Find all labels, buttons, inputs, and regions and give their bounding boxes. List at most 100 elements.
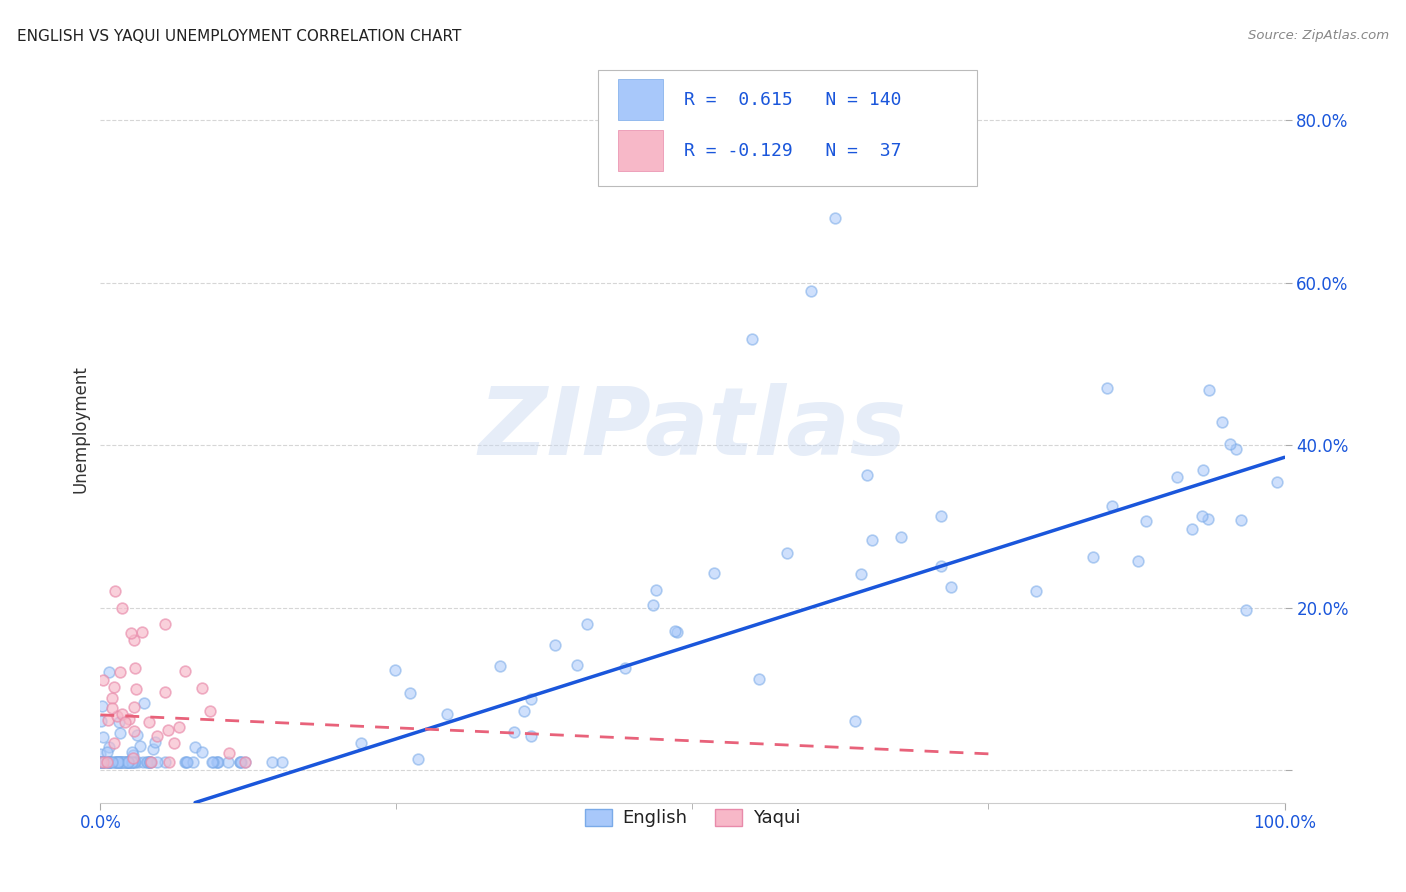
Point <box>207 755 229 769</box>
Point <box>138 715 160 730</box>
Point <box>100 755 122 769</box>
Point <box>108 714 131 729</box>
Point <box>942 113 965 128</box>
Point <box>174 755 197 769</box>
Point <box>90 755 112 769</box>
Point <box>191 681 214 695</box>
Point <box>104 755 127 769</box>
Point <box>436 707 458 722</box>
Point <box>127 728 149 742</box>
Point <box>406 752 429 766</box>
Point <box>399 686 422 700</box>
Point <box>121 745 143 759</box>
Point <box>748 672 770 686</box>
Point <box>97 755 120 769</box>
Point <box>96 755 118 769</box>
Point <box>122 633 145 648</box>
Point <box>107 755 129 769</box>
Point <box>565 658 588 673</box>
Point <box>111 707 134 722</box>
Point <box>503 724 526 739</box>
Point <box>111 600 134 615</box>
Point <box>146 755 169 769</box>
Point <box>1126 554 1149 568</box>
Point <box>157 755 180 769</box>
Point <box>101 755 124 769</box>
Point <box>146 729 169 743</box>
Point <box>89 755 111 769</box>
Point <box>105 709 128 723</box>
Point <box>132 696 155 710</box>
Point <box>776 546 799 560</box>
Point <box>513 704 536 718</box>
Point <box>703 566 725 581</box>
Point <box>97 755 120 769</box>
Point <box>118 712 141 726</box>
Point <box>1192 463 1215 477</box>
Point <box>122 700 145 714</box>
Point <box>860 533 883 548</box>
Point <box>844 714 866 729</box>
Point <box>108 755 131 769</box>
Point <box>139 755 162 769</box>
Point <box>153 755 176 769</box>
Point <box>163 736 186 750</box>
Point <box>101 700 124 714</box>
Text: ENGLISH VS YAQUI UNEMPLOYMENT CORRELATION CHART: ENGLISH VS YAQUI UNEMPLOYMENT CORRELATIO… <box>17 29 461 44</box>
Point <box>122 755 145 769</box>
Point <box>941 580 963 594</box>
Point <box>98 755 121 769</box>
Point <box>122 723 145 738</box>
Point <box>101 691 124 706</box>
Point <box>1211 415 1233 429</box>
Point <box>103 736 125 750</box>
Point <box>121 751 143 765</box>
Point <box>93 755 115 769</box>
Point <box>218 746 240 760</box>
Point <box>96 755 118 769</box>
Point <box>800 284 823 298</box>
Point <box>1230 513 1253 527</box>
Point <box>124 755 146 769</box>
FancyBboxPatch shape <box>617 79 662 120</box>
Point <box>114 715 136 730</box>
Point <box>117 755 139 769</box>
Point <box>890 529 912 543</box>
Y-axis label: Unemployment: Unemployment <box>72 365 89 492</box>
Point <box>124 661 146 675</box>
Point <box>262 755 284 769</box>
Point <box>205 755 228 769</box>
Point <box>103 680 125 694</box>
Point <box>105 755 128 769</box>
Point <box>91 730 114 744</box>
Point <box>118 755 141 769</box>
Point <box>121 755 143 769</box>
Point <box>91 755 114 769</box>
Point <box>184 739 207 754</box>
Point <box>1219 437 1241 451</box>
Point <box>120 625 142 640</box>
Point <box>229 755 252 769</box>
Point <box>1225 442 1247 457</box>
Point <box>121 755 143 769</box>
Point <box>1095 381 1118 395</box>
Point <box>201 755 224 769</box>
Point <box>136 755 159 769</box>
Point <box>125 682 148 697</box>
Point <box>664 624 686 639</box>
Point <box>127 755 149 769</box>
Point <box>111 755 134 769</box>
Point <box>544 638 567 652</box>
Point <box>641 598 664 612</box>
Point <box>645 582 668 597</box>
Point <box>117 755 139 769</box>
Point <box>104 755 127 769</box>
Point <box>741 333 763 347</box>
Point <box>174 755 197 769</box>
Point <box>98 755 121 769</box>
Point <box>235 755 257 769</box>
Point <box>155 616 177 631</box>
Point <box>181 755 204 769</box>
Point <box>112 755 135 769</box>
Point <box>108 755 131 769</box>
